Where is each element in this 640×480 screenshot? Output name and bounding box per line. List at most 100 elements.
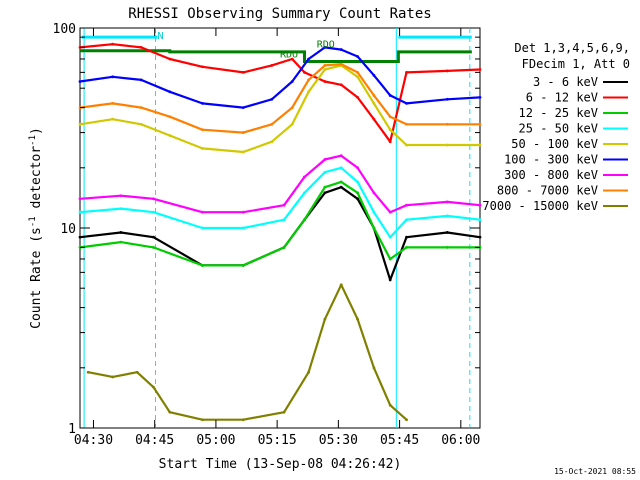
x-tick-label-4: 05:30 bbox=[319, 433, 358, 448]
series-3-point-14 bbox=[478, 218, 482, 222]
series-8-point-10 bbox=[339, 283, 343, 287]
series-3-point-13 bbox=[445, 214, 449, 218]
series-3-point-11 bbox=[388, 235, 392, 239]
series-0-point-12 bbox=[405, 235, 408, 239]
plot-frame bbox=[79, 27, 481, 429]
series-6-point-4 bbox=[241, 210, 245, 214]
series-5-point-15 bbox=[445, 97, 449, 101]
annotations: N RDO RDO bbox=[158, 31, 335, 61]
series-5-point-2 bbox=[139, 78, 143, 82]
series-2-point-4 bbox=[241, 264, 245, 267]
series-4-point-5 bbox=[241, 150, 245, 154]
series-7-point-3 bbox=[168, 115, 172, 119]
series-7-point-4 bbox=[201, 128, 204, 132]
legend-label-2: 12 - 25 keV bbox=[519, 106, 598, 120]
series-2-point-7 bbox=[323, 185, 327, 189]
series-1-point-12 bbox=[372, 117, 376, 121]
y-axis-label-rest: detector bbox=[29, 146, 44, 217]
series-1-point-3 bbox=[168, 57, 172, 61]
series-7-point-6 bbox=[270, 122, 274, 126]
series-6-point-8 bbox=[339, 154, 343, 158]
legend-label-0: 3 - 6 keV bbox=[533, 75, 598, 89]
series-8-point-4 bbox=[168, 410, 172, 414]
series-4-point-16 bbox=[478, 143, 482, 147]
series-line-6 bbox=[79, 154, 481, 214]
series-5-point-14 bbox=[405, 101, 408, 105]
legend-label-1: 6 - 12 keV bbox=[526, 91, 598, 105]
legend-label-6: 300 - 800 keV bbox=[504, 168, 598, 182]
overlay-lines bbox=[80, 28, 472, 428]
series-6-point-3 bbox=[201, 210, 204, 214]
series-4-point-8 bbox=[307, 90, 310, 94]
series-6-point-5 bbox=[282, 203, 286, 207]
series-line-2 bbox=[79, 180, 480, 267]
series-7-point-12 bbox=[372, 94, 376, 97]
legend-label-5: 100 - 300 keV bbox=[504, 153, 598, 167]
legend-label-4: 50 - 100 keV bbox=[511, 137, 598, 151]
series-3-point-2 bbox=[152, 210, 155, 214]
series-4-point-3 bbox=[168, 134, 172, 137]
series-8-point-14 bbox=[405, 418, 408, 422]
series-4-point-15 bbox=[445, 143, 449, 147]
series-8-point-12 bbox=[372, 366, 376, 370]
series-4-point-11 bbox=[356, 75, 359, 79]
series-2-point-13 bbox=[445, 245, 449, 249]
series-6-point-11 bbox=[388, 210, 392, 214]
series-5-point-8 bbox=[307, 57, 310, 61]
series-line-7 bbox=[79, 62, 480, 134]
legend-label-3: 25 - 50 keV bbox=[519, 122, 598, 136]
series-1-point-6 bbox=[270, 64, 274, 67]
series-1-point-8 bbox=[303, 70, 306, 74]
series-3-point-3 bbox=[201, 226, 204, 230]
series-5-point-3 bbox=[168, 90, 172, 94]
series-4-point-13 bbox=[388, 128, 392, 132]
series-6-point-10 bbox=[372, 191, 376, 195]
series-5-point-11 bbox=[356, 55, 359, 58]
series-1-point-7 bbox=[290, 57, 294, 61]
series-5-point-4 bbox=[201, 101, 204, 105]
y-tick-label-2: 100 bbox=[53, 22, 76, 37]
series-line-4 bbox=[79, 64, 480, 154]
series-8-point-9 bbox=[323, 317, 327, 321]
series-3-point-12 bbox=[405, 218, 408, 222]
series-line-0 bbox=[79, 186, 481, 281]
series-4-point-7 bbox=[290, 122, 294, 126]
series-line-8 bbox=[87, 283, 408, 421]
series-layer bbox=[78, 42, 482, 422]
legend-header-line-2: FDecim 1, Att 0 bbox=[522, 57, 630, 71]
x-tick-label-5: 05:45 bbox=[380, 433, 419, 448]
series-2-point-12 bbox=[405, 245, 408, 249]
series-5-point-6 bbox=[270, 97, 274, 101]
series-1-point-13 bbox=[388, 140, 392, 144]
series-3-point-5 bbox=[282, 218, 286, 222]
series-2-point-2 bbox=[152, 245, 155, 249]
series-0-point-2 bbox=[152, 235, 155, 239]
series-4-point-2 bbox=[139, 122, 143, 126]
series-6-point-6 bbox=[303, 175, 306, 179]
annotation-1: RDO bbox=[317, 39, 335, 50]
y-tick-label-0: 1 bbox=[68, 422, 76, 437]
annotation-0: N bbox=[158, 31, 164, 42]
series-1-point-16 bbox=[478, 68, 482, 71]
series-1-point-11 bbox=[356, 95, 359, 99]
x-tick-label-3: 05:15 bbox=[258, 433, 297, 448]
chart-title: RHESSI Observing Summary Count Rates bbox=[128, 6, 431, 22]
series-8-point-7 bbox=[282, 410, 286, 414]
series-3-point-8 bbox=[339, 166, 343, 170]
series-2-point-1 bbox=[119, 240, 123, 244]
series-7-point-13 bbox=[388, 115, 392, 119]
series-8-point-11 bbox=[356, 317, 359, 321]
series-0-point-9 bbox=[356, 197, 359, 201]
annotation-2: RDO bbox=[280, 50, 298, 61]
y-tick-label-1: 10 bbox=[60, 222, 76, 237]
series-1-point-14 bbox=[405, 70, 408, 74]
series-0-point-7 bbox=[323, 191, 327, 195]
series-1-point-2 bbox=[139, 45, 143, 49]
series-2-point-5 bbox=[282, 245, 286, 249]
series-7-point-11 bbox=[356, 70, 359, 74]
series-0-point-8 bbox=[339, 185, 343, 189]
series-6-point-2 bbox=[152, 197, 155, 201]
series-8-point-13 bbox=[388, 403, 392, 407]
series-7-point-8 bbox=[307, 78, 310, 82]
